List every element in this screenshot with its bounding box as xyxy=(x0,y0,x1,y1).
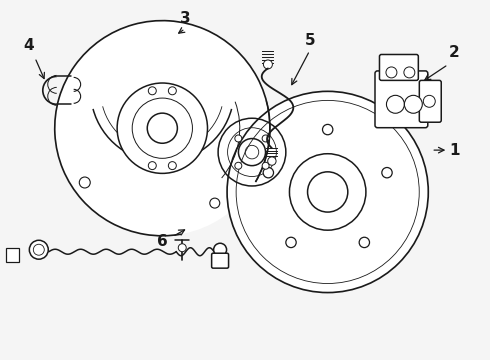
Circle shape xyxy=(235,162,242,169)
Circle shape xyxy=(404,95,422,113)
Text: 3: 3 xyxy=(180,11,191,26)
Circle shape xyxy=(263,167,273,178)
Circle shape xyxy=(218,118,286,186)
Circle shape xyxy=(386,67,397,78)
Circle shape xyxy=(268,157,276,165)
Circle shape xyxy=(169,87,176,95)
Text: 4: 4 xyxy=(24,38,34,53)
Circle shape xyxy=(33,244,44,255)
Circle shape xyxy=(214,243,226,256)
Circle shape xyxy=(423,95,435,107)
Circle shape xyxy=(178,244,186,252)
Circle shape xyxy=(148,162,156,170)
Text: 2: 2 xyxy=(449,45,460,60)
Circle shape xyxy=(169,162,176,170)
Circle shape xyxy=(264,60,272,69)
Circle shape xyxy=(117,83,207,174)
Circle shape xyxy=(55,21,270,236)
Text: 5: 5 xyxy=(304,33,315,48)
Text: 6: 6 xyxy=(157,234,168,249)
Circle shape xyxy=(29,240,48,259)
Bar xyxy=(6,248,19,262)
FancyBboxPatch shape xyxy=(375,71,428,128)
Circle shape xyxy=(227,91,428,293)
FancyBboxPatch shape xyxy=(212,253,228,268)
Circle shape xyxy=(79,177,90,188)
Circle shape xyxy=(148,87,156,95)
Circle shape xyxy=(286,237,296,248)
Circle shape xyxy=(147,113,177,143)
Circle shape xyxy=(132,98,193,158)
Circle shape xyxy=(382,167,392,178)
Circle shape xyxy=(387,95,404,113)
Circle shape xyxy=(322,125,333,135)
Circle shape xyxy=(404,67,415,78)
Circle shape xyxy=(235,135,242,142)
Circle shape xyxy=(359,237,369,248)
Circle shape xyxy=(210,198,220,208)
Circle shape xyxy=(262,135,269,142)
Circle shape xyxy=(262,162,269,169)
Text: 1: 1 xyxy=(449,143,460,158)
FancyBboxPatch shape xyxy=(419,80,441,122)
FancyBboxPatch shape xyxy=(379,54,418,80)
